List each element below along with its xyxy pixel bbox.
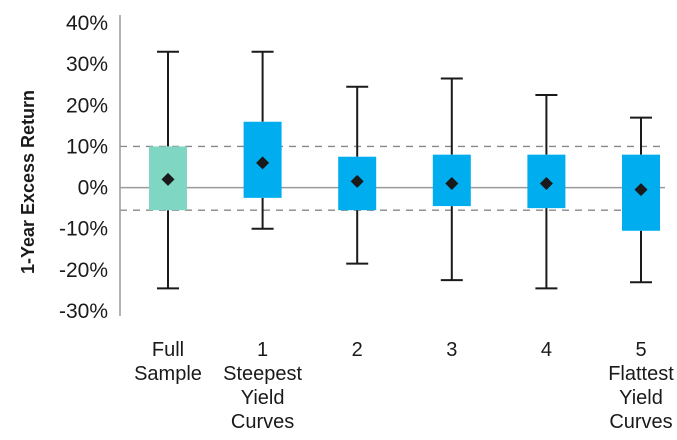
y-tick-label: 10% (66, 135, 108, 158)
y-tick-label: 30% (66, 53, 108, 76)
x-category-label: 5 (635, 339, 646, 361)
box-group (243, 50, 282, 230)
mean-marker (539, 176, 553, 190)
x-category-label: Curves (231, 411, 294, 433)
reference-lines (120, 145, 665, 211)
mean-marker (445, 176, 459, 190)
box-group (622, 116, 660, 284)
y-tick-label: -10% (59, 218, 108, 241)
x-category-label: 1 (257, 339, 268, 361)
y-tick-label: 0% (78, 177, 108, 200)
x-category-label: 4 (541, 339, 552, 361)
mean-marker (161, 172, 175, 186)
y-axis-title: 1-Year Excess Return (18, 90, 38, 274)
mean-marker (350, 174, 364, 188)
y-tick-label: -20% (59, 259, 108, 282)
box-group (338, 85, 377, 265)
y-tick-label: 40% (66, 12, 108, 35)
mean-marker (634, 183, 648, 197)
y-tick-label: 20% (66, 94, 108, 117)
y-axis: -30% -20% -10% 0% 10% 20% 30% 40% (59, 12, 121, 323)
x-category-label: Yield (619, 387, 663, 409)
mean-marker (256, 156, 270, 170)
x-category-label: Sample (134, 363, 202, 385)
y-tick-label: -30% (59, 300, 108, 323)
x-category-label: Flattest (608, 363, 674, 385)
x-category-label: Steepest (223, 363, 302, 385)
box-group (432, 77, 471, 282)
x-category-label: Curves (609, 411, 672, 433)
x-category-label: 3 (446, 339, 457, 361)
x-category-label: Yield (241, 387, 285, 409)
box-group (527, 94, 566, 290)
box-group (149, 50, 187, 290)
x-category-label: 2 (352, 339, 363, 361)
x-category-label: Full (152, 339, 184, 361)
boxes (149, 50, 660, 290)
